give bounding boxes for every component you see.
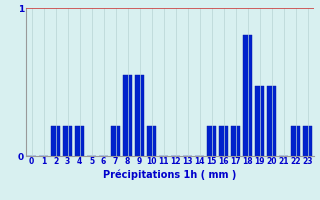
Bar xyxy=(124,75,132,156)
Bar xyxy=(52,126,60,156)
Bar xyxy=(255,86,264,156)
Bar xyxy=(111,126,120,156)
X-axis label: Précipitations 1h ( mm ): Précipitations 1h ( mm ) xyxy=(103,169,236,180)
Bar xyxy=(207,126,216,156)
Bar xyxy=(292,126,300,156)
Bar xyxy=(220,126,228,156)
Bar xyxy=(231,126,240,156)
Bar xyxy=(148,126,156,156)
Bar xyxy=(135,75,144,156)
Bar xyxy=(244,35,252,156)
Bar xyxy=(268,86,276,156)
Bar xyxy=(63,126,72,156)
Bar xyxy=(303,126,312,156)
Bar xyxy=(76,126,84,156)
